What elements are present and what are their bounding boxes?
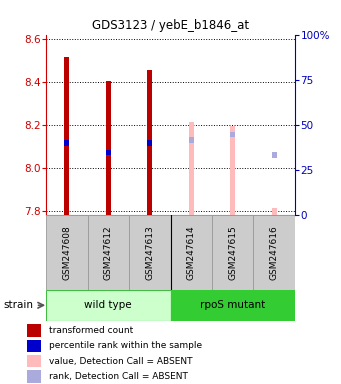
- Text: percentile rank within the sample: percentile rank within the sample: [49, 341, 203, 351]
- Text: GSM247608: GSM247608: [62, 225, 71, 280]
- Text: value, Detection Call = ABSENT: value, Detection Call = ABSENT: [49, 357, 193, 366]
- Bar: [147, 70, 152, 215]
- Bar: [46, 215, 88, 290]
- Bar: [230, 126, 235, 215]
- Bar: [46, 290, 170, 321]
- Bar: [189, 122, 194, 215]
- Bar: [88, 215, 129, 290]
- Bar: [64, 57, 69, 215]
- Bar: [189, 137, 194, 142]
- Text: GSM247612: GSM247612: [104, 225, 113, 280]
- Bar: [230, 132, 235, 137]
- Bar: [147, 141, 152, 146]
- Bar: [27, 340, 41, 352]
- Text: wild type: wild type: [85, 300, 132, 310]
- Bar: [64, 141, 69, 146]
- Title: GDS3123 / yebE_b1846_at: GDS3123 / yebE_b1846_at: [92, 19, 249, 32]
- Bar: [27, 371, 41, 383]
- Bar: [170, 215, 212, 290]
- Text: GSM247615: GSM247615: [228, 225, 237, 280]
- Bar: [106, 150, 111, 156]
- Bar: [129, 215, 170, 290]
- Bar: [27, 355, 41, 367]
- Text: GSM247613: GSM247613: [145, 225, 154, 280]
- Text: GSM247614: GSM247614: [187, 225, 196, 280]
- Bar: [106, 81, 111, 215]
- Text: GSM247616: GSM247616: [270, 225, 279, 280]
- Bar: [272, 207, 277, 215]
- Bar: [212, 215, 253, 290]
- Text: rank, Detection Call = ABSENT: rank, Detection Call = ABSENT: [49, 372, 188, 381]
- Bar: [27, 324, 41, 337]
- Bar: [272, 152, 277, 157]
- Text: transformed count: transformed count: [49, 326, 134, 335]
- Text: rpoS mutant: rpoS mutant: [200, 300, 265, 310]
- Text: strain: strain: [3, 300, 33, 310]
- Bar: [170, 290, 295, 321]
- Bar: [253, 215, 295, 290]
